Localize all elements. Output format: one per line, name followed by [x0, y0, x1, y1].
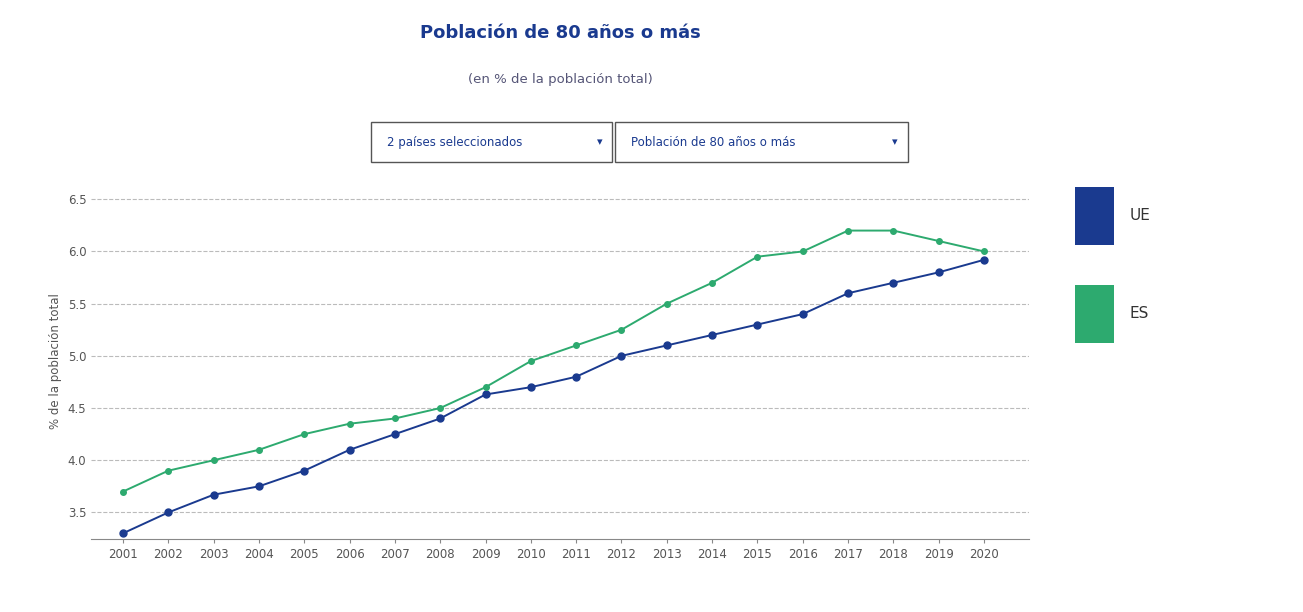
Text: ES: ES [1130, 306, 1149, 321]
Text: Población de 80 años o más: Población de 80 años o más [631, 136, 795, 149]
Text: 2 países seleccionados: 2 países seleccionados [387, 136, 523, 149]
Text: UE: UE [1130, 208, 1151, 223]
Text: ▾: ▾ [597, 137, 602, 147]
Y-axis label: % de la población total: % de la población total [50, 293, 63, 429]
Text: ▾: ▾ [893, 137, 898, 147]
Text: Población de 80 años o más: Población de 80 años o más [420, 24, 701, 42]
Text: (en % de la población total): (en % de la población total) [468, 73, 653, 86]
